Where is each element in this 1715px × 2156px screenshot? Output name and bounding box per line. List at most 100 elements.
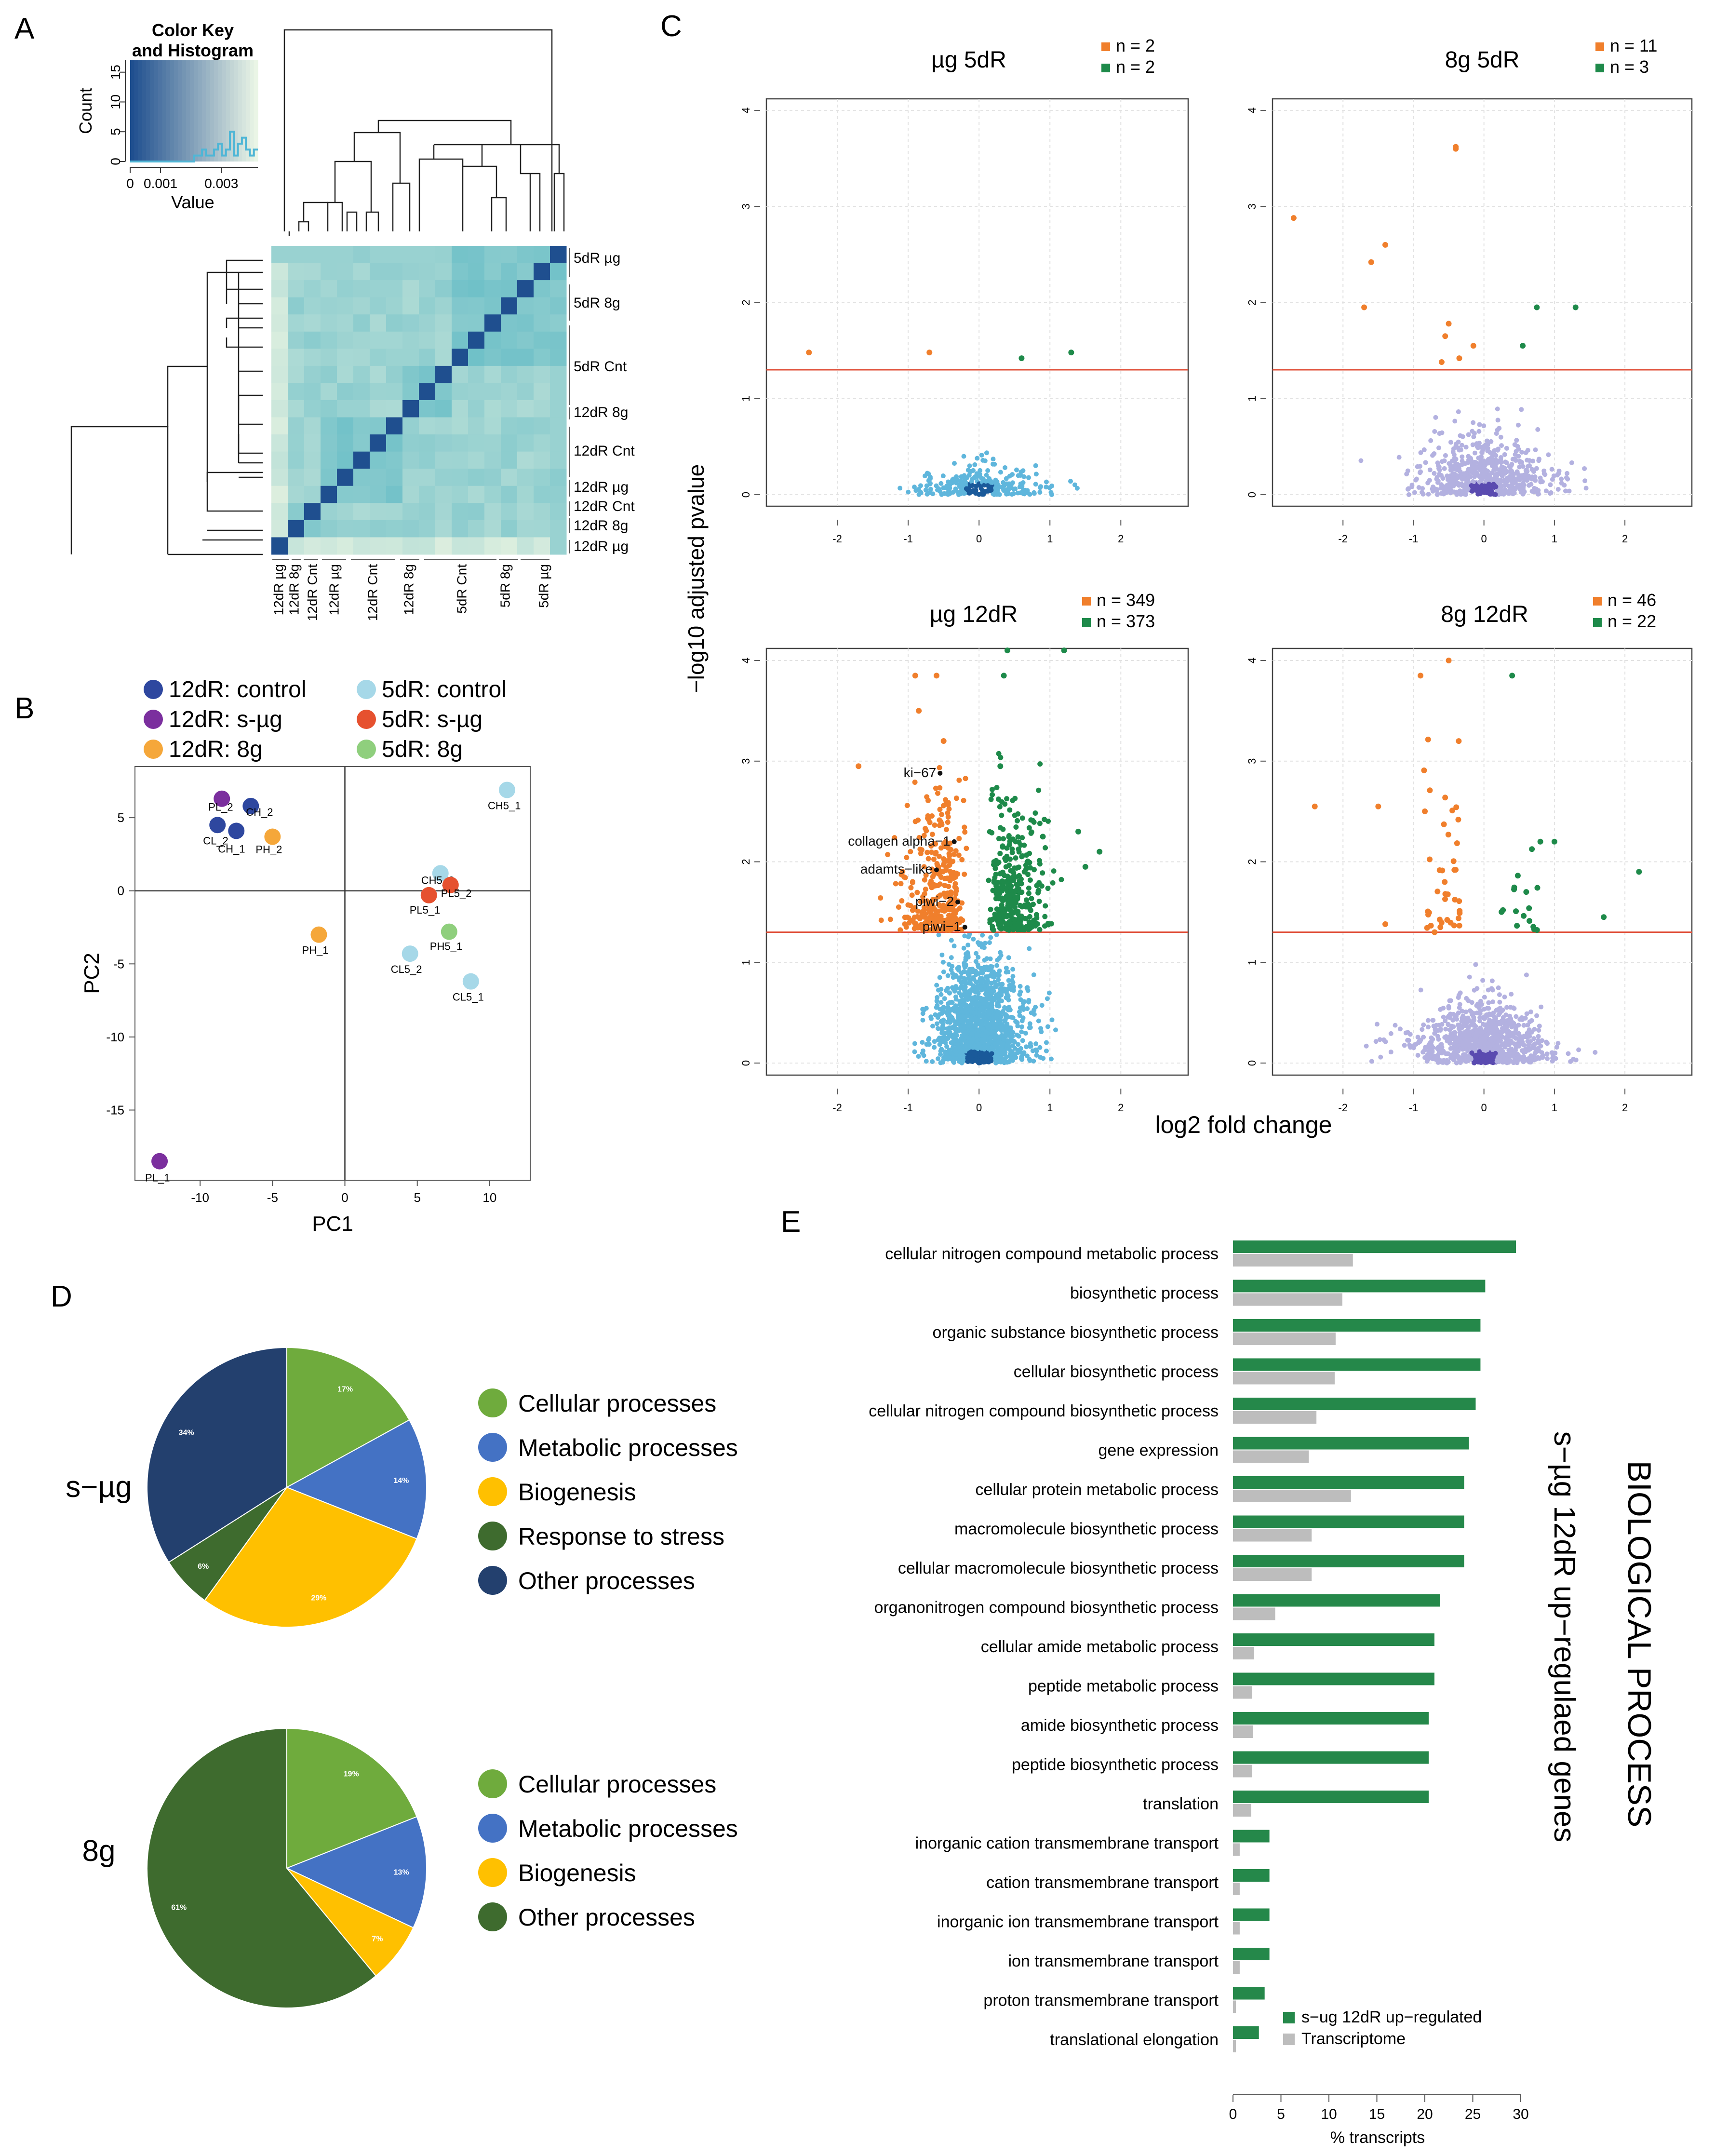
heatmap-cell [288, 246, 305, 264]
go-bar-upregulated [1233, 1476, 1464, 1489]
heatmap-cell [501, 451, 518, 469]
heatmap-cell [353, 365, 370, 383]
volcano-title: 8g 5dR [1445, 47, 1520, 73]
volcano-bg-point [1441, 1006, 1446, 1011]
heatmap-cell [271, 469, 288, 486]
volcano-bg-point [965, 468, 971, 473]
volcano-bg-point [1489, 1057, 1495, 1063]
volcano-sig-down [940, 738, 947, 744]
volcano-bg-point [1452, 1049, 1457, 1054]
volcano-bg-point [937, 486, 942, 492]
volcano-bg-point [966, 1018, 972, 1024]
volcano-sig-up [1068, 350, 1074, 356]
volcano-bg-point [1463, 485, 1469, 491]
heatmap-cell [402, 365, 419, 383]
volcano-sig-down [912, 819, 918, 824]
volcano-sig-down [908, 885, 914, 890]
volcano-bg-point [988, 935, 993, 940]
pca-point [214, 790, 230, 807]
volcano-bg-point [951, 476, 956, 482]
volcano-sig-down [953, 872, 959, 878]
volcano-bg-point [973, 1002, 978, 1008]
volcano-bg-point [1443, 1026, 1448, 1032]
volcano-sig-down [953, 795, 959, 801]
volcano-bg-point [1006, 978, 1011, 983]
heatmap-cell [402, 520, 419, 538]
volcano-bg-point [1517, 476, 1522, 482]
heatmap-cell [468, 383, 485, 401]
volcano-bg-point [965, 976, 971, 981]
volcano-sig-down [951, 896, 957, 902]
heatmap-cell [353, 503, 370, 521]
volcano-sig-up [992, 911, 998, 917]
volcano-bg-point [957, 1049, 962, 1054]
heatmap-cell [517, 263, 534, 281]
volcano-bg-point [1512, 1041, 1517, 1046]
volcano-bg-point [961, 945, 966, 951]
volcano-bg-point [1533, 1056, 1539, 1062]
volcano-sig-down [928, 843, 934, 849]
volcano-bg-point [1433, 415, 1438, 420]
volcano-bg-point [934, 983, 939, 988]
volcano-bg-point [1511, 1053, 1516, 1059]
color-key-band [178, 60, 183, 162]
volcano-bg-point [958, 485, 963, 490]
volcano-bg-point [1406, 486, 1411, 491]
volcano-ytick-label: 0 [740, 492, 752, 498]
volcano-sig-down [933, 883, 938, 889]
go-category-label: macromolecule biosynthetic process [954, 1520, 1219, 1538]
volcano-bg-point [947, 1030, 952, 1035]
heatmap-cell [484, 349, 501, 366]
volcano-bg-point [970, 967, 975, 972]
go-bar-transcriptome [1233, 1529, 1312, 1542]
color-key-band [186, 60, 190, 162]
heatmap-cell [370, 417, 387, 435]
volcano-sig-down [902, 915, 908, 920]
volcano-sig-down [929, 813, 935, 819]
volcano-bg-point [1023, 1031, 1028, 1036]
volcano-bg-point [1472, 1017, 1477, 1023]
volcano-bg-point [1011, 1038, 1017, 1044]
volcano-ytick-label: 4 [1246, 658, 1258, 663]
volcano-bg-point [1021, 1007, 1026, 1012]
heatmap-cell [304, 246, 321, 264]
volcano-xtick-label: 2 [1622, 533, 1628, 545]
volcano-bg-point [1450, 1018, 1456, 1023]
volcano-bg-point [1555, 486, 1561, 492]
volcano-bg-point [1494, 1032, 1500, 1038]
volcano-sig-up [1514, 923, 1520, 929]
volcano-sig-up [1031, 867, 1037, 873]
volcano-sig-up [1032, 810, 1038, 816]
volcano-bg-point [1458, 1032, 1463, 1037]
heatmap-cell [419, 314, 436, 332]
volcano-bg-point [1524, 972, 1529, 978]
heatmap-cell [484, 297, 501, 315]
volcano-bg-point [1504, 1029, 1509, 1034]
volcano-bg-point [986, 1059, 991, 1065]
volcano-bg-point [945, 1054, 950, 1059]
volcano-bg-point [1033, 1041, 1039, 1047]
heatmap-cell [304, 434, 321, 452]
volcano-bg-point [971, 983, 976, 988]
volcano-bg-point [1520, 481, 1526, 486]
volcano-bg-point [1018, 989, 1023, 995]
volcano-bg-point [971, 1052, 977, 1058]
heatmap-cell [337, 297, 354, 315]
volcano-sig-up [1075, 828, 1082, 835]
heatmap-cell [337, 246, 354, 264]
volcano-bg-point [1541, 471, 1547, 476]
volcano-bg-point [934, 998, 939, 1004]
go-category-label: translational elongation [1050, 2031, 1219, 2049]
dendrogram-top [418, 145, 464, 231]
color-key-ytick-label: 5 [108, 128, 123, 135]
color-key-ytick-label: 0 [108, 158, 123, 165]
heatmap-row-label: 12dR 8g [574, 518, 628, 534]
volcano-bg-point [1413, 477, 1419, 483]
volcano-bg-point [1036, 1018, 1041, 1024]
volcano-bg-point [1025, 1053, 1030, 1059]
volcano-sig-up [1014, 818, 1020, 823]
heatmap-cell [550, 537, 567, 555]
volcano-bg-point [1493, 1051, 1498, 1056]
volcano-bg-point [1516, 422, 1521, 428]
volcano-bg-point [1024, 1044, 1029, 1050]
